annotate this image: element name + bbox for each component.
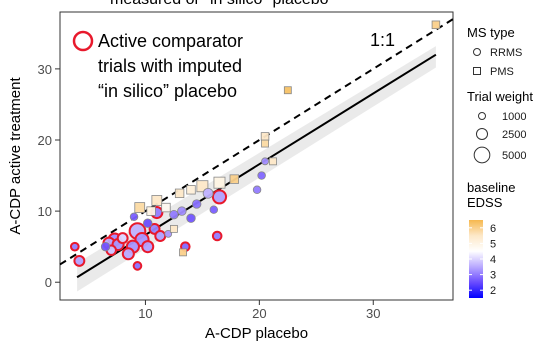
- rrms-point: [202, 187, 214, 199]
- pms-point: [431, 20, 441, 30]
- pms-point: [269, 157, 277, 166]
- plot-panel: 10 20 30 0 10 20 30 A-CDP placebo A-CDP active t…: [7, 11, 454, 342]
- active-comparator-point: [73, 254, 86, 267]
- pms-point: [151, 195, 163, 206]
- rrms-point: [257, 171, 266, 180]
- active-comparator-point: [121, 247, 135, 261]
- pms-point: [213, 176, 226, 189]
- legend-color-title: baseline: [467, 180, 515, 195]
- pms-point: [260, 132, 270, 141]
- y-axis-title: A-CDP active treatment: [7, 77, 24, 235]
- pms-point: [179, 248, 187, 257]
- legend-size-icon: [478, 112, 486, 120]
- rrms-point: [261, 157, 269, 166]
- legend-shape-label: PMS: [490, 66, 514, 78]
- pms-point: [229, 174, 239, 184]
- active-comparator-point: [154, 230, 167, 242]
- legend-colorbar: [469, 220, 483, 298]
- active-comparator-point: [116, 232, 129, 245]
- colorbar-tick-label: 6: [490, 223, 496, 235]
- y-tick-label: 20: [38, 133, 52, 148]
- colorbar-tick-label: 4: [490, 254, 496, 266]
- pms-point: [186, 185, 196, 195]
- y-tick-label: 30: [38, 62, 52, 77]
- legend-circle-icon: [473, 48, 481, 56]
- cut-header-text: measured or "in silico" placebo: [110, 0, 329, 8]
- active-comparator-point: [141, 240, 155, 254]
- rrms-point: [164, 229, 173, 238]
- legend-size-label: 5000: [502, 150, 526, 162]
- legend-size-title: Trial weight: [467, 89, 533, 104]
- colorbar-tick-label: 5: [490, 238, 496, 250]
- legend-size-label: 2500: [502, 129, 526, 141]
- regression-ci-band: [77, 46, 436, 292]
- rrms-point: [100, 241, 111, 252]
- pms-point: [261, 139, 269, 148]
- legend: MS type RRMS PMS Trial weight 1000 2500 5000 ba…: [467, 25, 533, 298]
- x-tick-label: 20: [252, 306, 266, 321]
- rrms-point: [143, 218, 153, 228]
- pms-point: [146, 206, 156, 216]
- annotation-text: “in silico” placebo: [98, 81, 237, 101]
- rrms-point: [186, 213, 196, 223]
- x-tick-label: 30: [366, 306, 380, 321]
- legend-size-icon: [473, 146, 491, 164]
- colorbar-tick-label: 3: [490, 270, 496, 282]
- rrms-point: [209, 205, 219, 214]
- legend-size-icon: [475, 127, 489, 141]
- rrms-point: [177, 206, 187, 216]
- legend-shape-label: RRMS: [490, 47, 522, 59]
- active-comparator-point: [69, 241, 80, 252]
- rrms-point: [129, 212, 139, 222]
- legend-shape-title: MS type: [467, 25, 515, 40]
- annotation-text: trials with imputed: [98, 56, 242, 76]
- pms-point: [283, 86, 292, 95]
- y-tick-label: 10: [38, 204, 52, 219]
- pms-point: [170, 224, 178, 233]
- rrms-point: [252, 185, 262, 195]
- pms-point: [161, 202, 171, 213]
- active-comparator-point: [211, 189, 228, 205]
- legend-color-title: EDSS: [467, 195, 503, 210]
- identity-line-label: 1:1: [370, 30, 395, 50]
- rrms-point: [192, 199, 202, 209]
- x-axis-title: A-CDP placebo: [205, 325, 308, 342]
- legend-size-label: 1000: [502, 111, 526, 123]
- legend-square-icon: [473, 67, 481, 75]
- identity-line: [59, 18, 454, 266]
- annotation-text: Active comparator: [98, 31, 243, 51]
- pms-point: [134, 202, 146, 213]
- annotation-marker: [72, 30, 94, 52]
- rrms-point: [169, 209, 179, 220]
- y-tick-label: 0: [45, 275, 52, 290]
- x-tick-label: 10: [138, 306, 152, 321]
- active-comparator-point: [211, 230, 223, 242]
- pms-point: [174, 188, 185, 199]
- pms-point: [196, 180, 209, 193]
- active-comparator-point: [132, 261, 143, 271]
- colorbar-tick-label: 2: [490, 285, 496, 297]
